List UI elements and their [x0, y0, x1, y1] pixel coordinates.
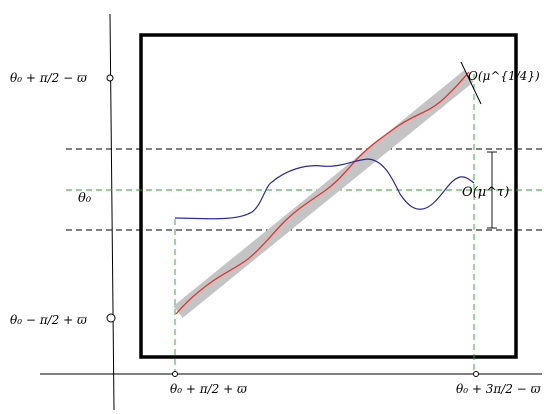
vertical-axis	[109, 13, 115, 411]
y-top-marker	[106, 74, 114, 82]
gap-label-group: O(μ^τ)	[462, 185, 509, 200]
gap-label: O(μ^τ)	[462, 185, 509, 200]
x-left-marker	[172, 371, 178, 377]
blue-curve	[174, 158, 475, 220]
red-curve	[175, 71, 470, 315]
x-left-label: θ₀ + π/2 + ϖ	[170, 382, 248, 396]
y-bot-marker	[106, 313, 116, 323]
x-right-label: θ₀ + 3π/2 − ϖ	[456, 382, 542, 396]
y-top-label: θ₀ + π/2 − ϖ	[10, 71, 88, 85]
outer-frame	[139, 33, 518, 359]
x-right-marker	[473, 371, 479, 377]
y-bot-label: θ₀ − π/2 + ϖ	[10, 313, 88, 327]
band-width-label: O(μ^{1/4})	[468, 69, 540, 83]
y-mid-label: θ₀	[78, 191, 92, 206]
band-width-tick	[460, 61, 482, 105]
band-width-label-group: O(μ^{1/4})	[468, 69, 540, 83]
